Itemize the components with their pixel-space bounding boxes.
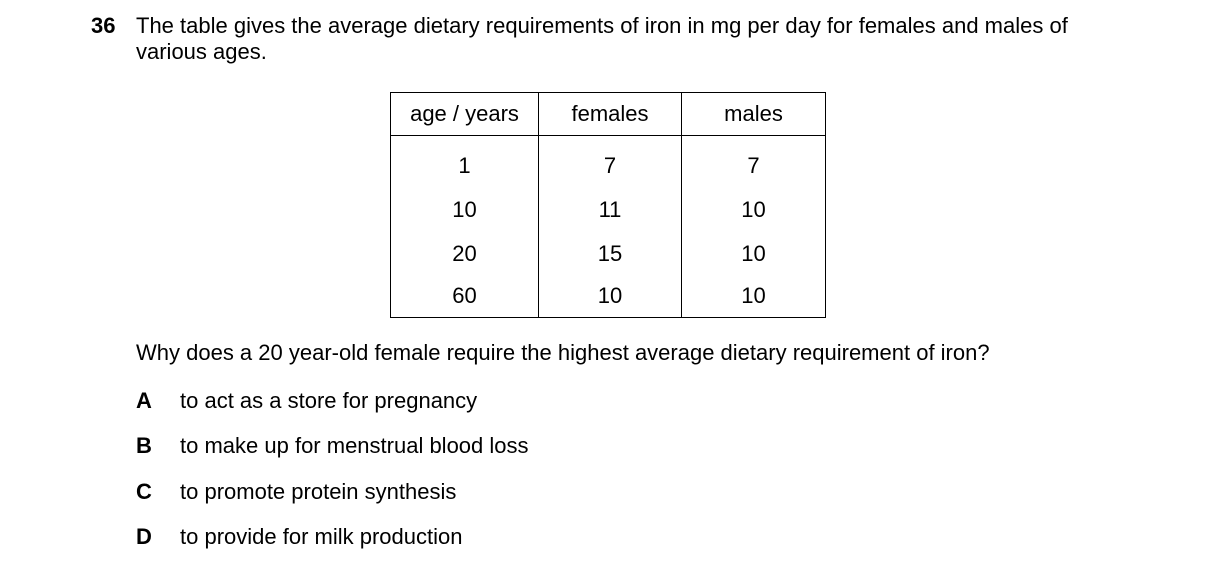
header-age: age / years xyxy=(390,92,539,136)
question-number: 36 xyxy=(91,13,116,38)
option-letter: A xyxy=(136,388,152,413)
table-row: 10 11 10 xyxy=(390,187,826,232)
table-cell: 10 xyxy=(681,187,826,232)
table-cell: 10 xyxy=(681,231,826,276)
table-header-row: age / years females males xyxy=(390,92,826,136)
option-letter: C xyxy=(136,479,152,504)
table-row: 1 7 7 xyxy=(390,135,826,188)
header-males: males xyxy=(681,92,826,136)
table-cell: 11 xyxy=(538,187,682,232)
option-letter: D xyxy=(136,524,152,549)
option-text: to promote protein synthesis xyxy=(180,479,457,504)
table-row: 60 10 10 xyxy=(390,275,826,318)
option-text: to make up for menstrual blood loss xyxy=(180,433,529,458)
table-row: 20 15 10 xyxy=(390,231,826,276)
table-cell: 7 xyxy=(681,135,826,188)
table-cell: 10 xyxy=(538,275,682,318)
table-cell: 10 xyxy=(681,275,826,318)
option-text: to provide for milk production xyxy=(180,524,463,549)
question-stem: The table gives the average dietary requ… xyxy=(136,13,1068,64)
option-text: to act as a store for pregnancy xyxy=(180,388,478,413)
table-cell: 7 xyxy=(538,135,682,188)
question-prompt: Why does a 20 year-old female require th… xyxy=(136,340,990,365)
table-cell: 60 xyxy=(390,275,539,318)
table-cell: 20 xyxy=(390,231,539,276)
table-cell: 10 xyxy=(390,187,539,232)
option-letter: B xyxy=(136,433,152,458)
header-females: females xyxy=(538,92,682,136)
iron-requirements-table: age / years females males 1 7 7 10 11 10… xyxy=(390,92,826,318)
table-cell: 15 xyxy=(538,231,682,276)
table-cell: 1 xyxy=(390,135,539,188)
